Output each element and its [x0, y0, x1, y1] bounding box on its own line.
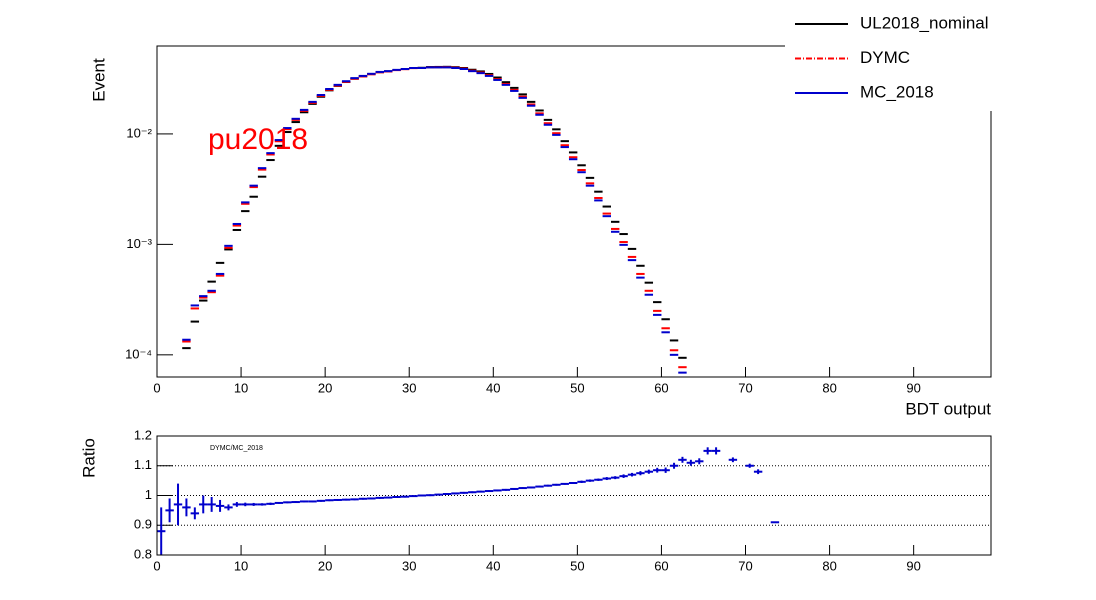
y-tick-label: 10⁻²	[126, 125, 152, 140]
x-tick-label: 90	[906, 380, 920, 395]
x-tick-label: 60	[654, 558, 668, 573]
y-tick-label: 0.9	[134, 517, 152, 532]
x-tick-label: 20	[318, 558, 332, 573]
x-tick-label: 0	[153, 380, 160, 395]
y-tick-label: 1	[145, 487, 152, 502]
y-axis-label: Ratio	[79, 438, 98, 478]
legend-label: DYMC	[860, 48, 910, 67]
y-tick-label: 1.1	[134, 457, 152, 472]
x-axis-label: BDT output	[905, 399, 991, 418]
x-tick-label: 20	[318, 380, 332, 395]
annotation: pu2018	[208, 123, 308, 156]
y-tick-label: 10⁻⁴	[125, 346, 152, 361]
legend-label: MC_2018	[860, 82, 934, 101]
y-axis-label: Event	[89, 58, 108, 102]
x-tick-label: 80	[822, 558, 836, 573]
legend-label: UL2018_nominal	[860, 13, 989, 32]
y-tick-label: 1.2	[134, 427, 152, 442]
x-tick-label: 90	[906, 558, 920, 573]
x-tick-label: 30	[402, 380, 416, 395]
x-tick-label: 40	[486, 380, 500, 395]
y-tick-label: 10⁻³	[126, 236, 152, 251]
x-tick-label: 70	[738, 558, 752, 573]
x-tick-label: 40	[486, 558, 500, 573]
x-tick-label: 10	[234, 380, 248, 395]
x-tick-label: 30	[402, 558, 416, 573]
x-tick-label: 60	[654, 380, 668, 395]
x-tick-label: 50	[570, 558, 584, 573]
plot-frame	[156, 45, 992, 378]
x-tick-label: 0	[153, 558, 160, 573]
x-tick-label: 50	[570, 380, 584, 395]
x-tick-label: 80	[822, 380, 836, 395]
annotation: DYMC/MC_2018	[210, 445, 263, 452]
plot-frame	[156, 435, 992, 556]
x-tick-label: 70	[738, 380, 752, 395]
x-tick-label: 10	[234, 558, 248, 573]
y-tick-label: 0.8	[134, 546, 152, 561]
